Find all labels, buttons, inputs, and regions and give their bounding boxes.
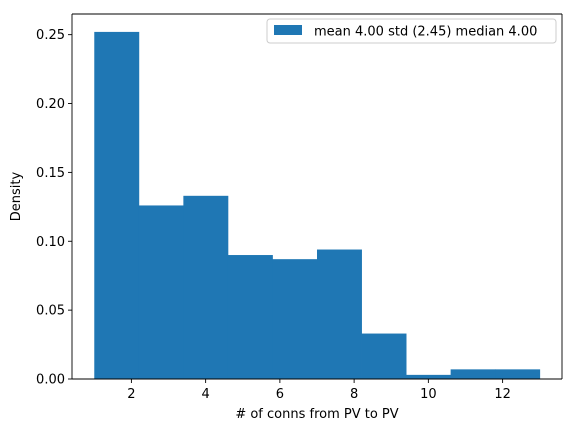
y-axis-label: Density bbox=[9, 171, 24, 221]
legend: mean 4.00 std (2.45) median 4.00 bbox=[266, 18, 557, 44]
y-ticks-group: 0.00 0.05 0.10 0.15 0.20 0.25 bbox=[36, 28, 72, 388]
x-tick-label: 4 bbox=[201, 387, 209, 402]
histogram-bar bbox=[94, 31, 140, 379]
legend-label: mean 4.00 std (2.45) median 4.00 bbox=[314, 25, 537, 40]
x-tick-label: 6 bbox=[276, 387, 284, 402]
y-tick-label: 0.00 bbox=[36, 373, 65, 388]
histogram-bar bbox=[361, 333, 407, 379]
x-tick-label: 8 bbox=[350, 387, 358, 402]
y-tick-label: 0.10 bbox=[36, 235, 65, 250]
x-axis-label: # of conns from PV to PV bbox=[235, 407, 398, 422]
bars-group bbox=[94, 31, 541, 379]
histogram-bar bbox=[138, 205, 184, 379]
x-tick-label: 2 bbox=[127, 387, 135, 402]
x-ticks-group: 2 4 6 8 10 12 bbox=[127, 379, 511, 402]
x-tick-label: 12 bbox=[494, 387, 511, 402]
y-tick-label: 0.05 bbox=[36, 304, 65, 319]
y-tick-label: 0.25 bbox=[36, 28, 65, 43]
legend-swatch bbox=[274, 25, 302, 35]
y-tick-label: 0.20 bbox=[36, 97, 65, 112]
histogram-bar bbox=[406, 374, 452, 379]
histogram-bar bbox=[317, 249, 362, 379]
legend-box bbox=[266, 18, 557, 44]
histogram-bar bbox=[450, 369, 496, 379]
x-tick-label: 10 bbox=[420, 387, 437, 402]
histogram-bar bbox=[272, 259, 318, 379]
histogram-bar bbox=[227, 255, 273, 379]
y-tick-label: 0.15 bbox=[36, 166, 65, 181]
histogram-bar bbox=[495, 369, 541, 379]
histogram-bar bbox=[183, 195, 229, 379]
axes-group bbox=[71, 13, 563, 380]
